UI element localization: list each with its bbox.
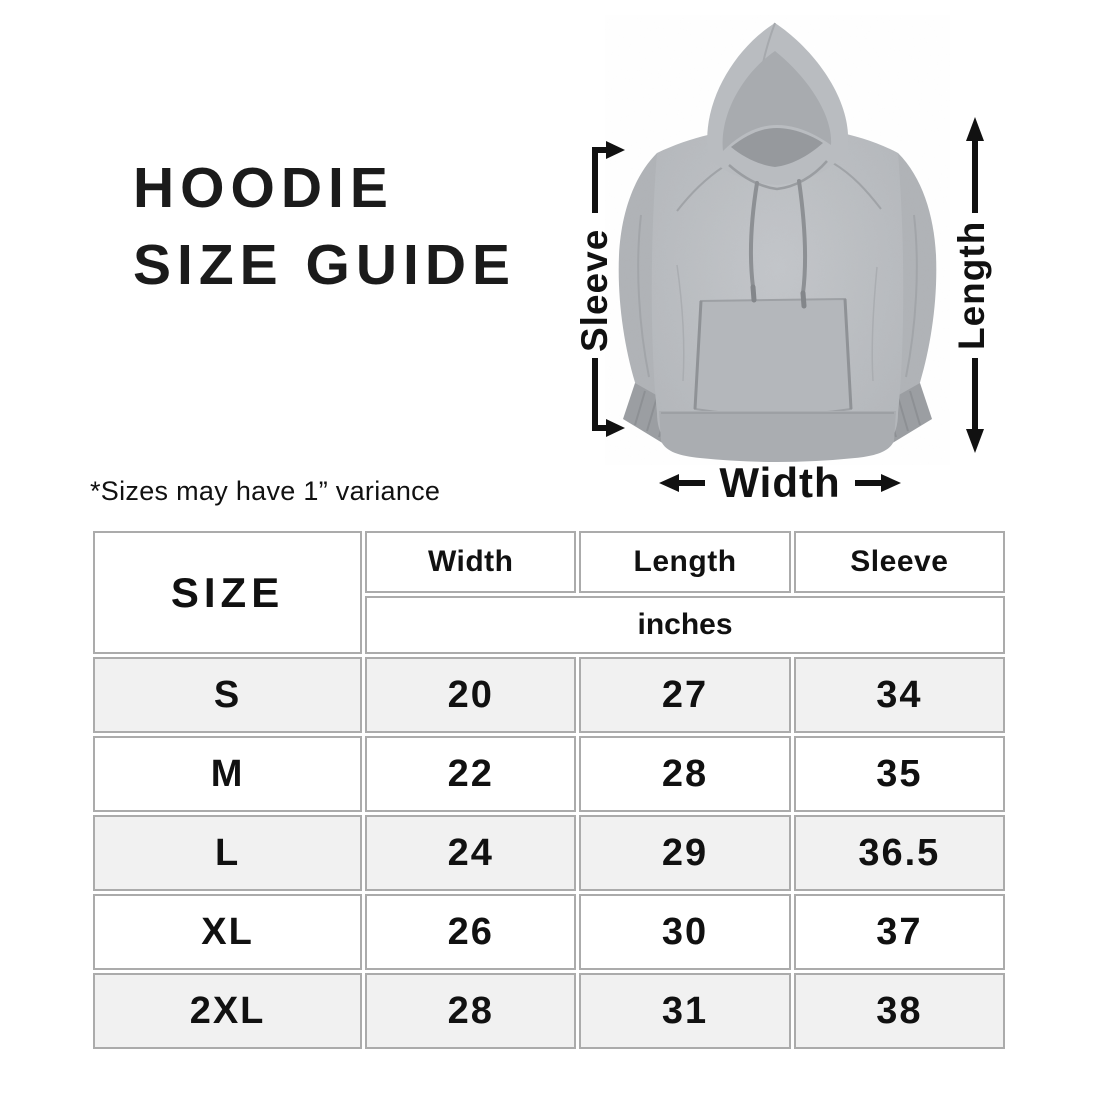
length-cell: 28 [579,736,791,812]
hoodie-diagram: Sleeve Length Width [0,0,1100,520]
sleeve-cell: 36.5 [793,815,1005,891]
sleeve-dimension-arrow-icon [592,141,625,437]
width-arrow-right-icon [854,474,901,492]
size-cell: M [93,736,363,812]
hoodie-image [605,15,950,465]
width-cell: 20 [365,657,577,733]
measure-header-row: SIZE Width Length Sleeve [93,531,1005,654]
col-header-length: Length [579,531,791,593]
width-arrow-left-icon [659,474,706,492]
width-cell: 28 [365,973,577,1049]
table-row-s: S 20 27 34 [93,657,1005,733]
page-title: HOODIE SIZE GUIDE [133,150,516,304]
length-cell: 30 [579,894,791,970]
title-line-2: SIZE GUIDE [133,233,517,297]
width-cell: 26 [365,894,577,970]
length-cell: 29 [579,815,791,891]
size-cell: S [93,657,363,733]
length-cell: 27 [579,657,791,733]
sleeve-cell: 34 [793,657,1005,733]
table-row-m: M 22 28 35 [93,736,1005,812]
table-row-2xl: 2XL 28 31 38 [93,973,1005,1049]
col-header-size: SIZE [93,531,363,654]
width-label: Width [719,459,841,506]
sleeve-label: Sleeve [574,228,615,352]
variance-note: *Sizes may have 1” variance [90,476,441,506]
col-header-sleeve: Sleeve [793,531,1005,593]
length-cell: 31 [579,973,791,1049]
title-line-1: HOODIE [133,156,394,220]
length-label: Length [951,220,992,350]
unit-header-inches: inches [365,596,1005,654]
width-cell: 24 [365,815,577,891]
sleeve-cell: 35 [793,736,1005,812]
length-dimension-arrow-icon [966,117,984,453]
sleeve-cell: 38 [793,973,1005,1049]
col-header-width: Width [365,531,577,593]
size-cell: 2XL [93,973,363,1049]
table-row-l: L 24 29 36.5 [93,815,1005,891]
size-cell: XL [93,894,363,970]
unit-header-row: inches [93,596,1005,654]
width-cell: 22 [365,736,577,812]
sleeve-cell: 37 [793,894,1005,970]
table-row-xl: XL 26 30 37 [93,894,1005,970]
width-dimension: Width [640,458,920,508]
size-cell: L [93,815,363,891]
size-table: SIZE Width Length Sleeve inches S 20 27 … [90,528,1008,1052]
